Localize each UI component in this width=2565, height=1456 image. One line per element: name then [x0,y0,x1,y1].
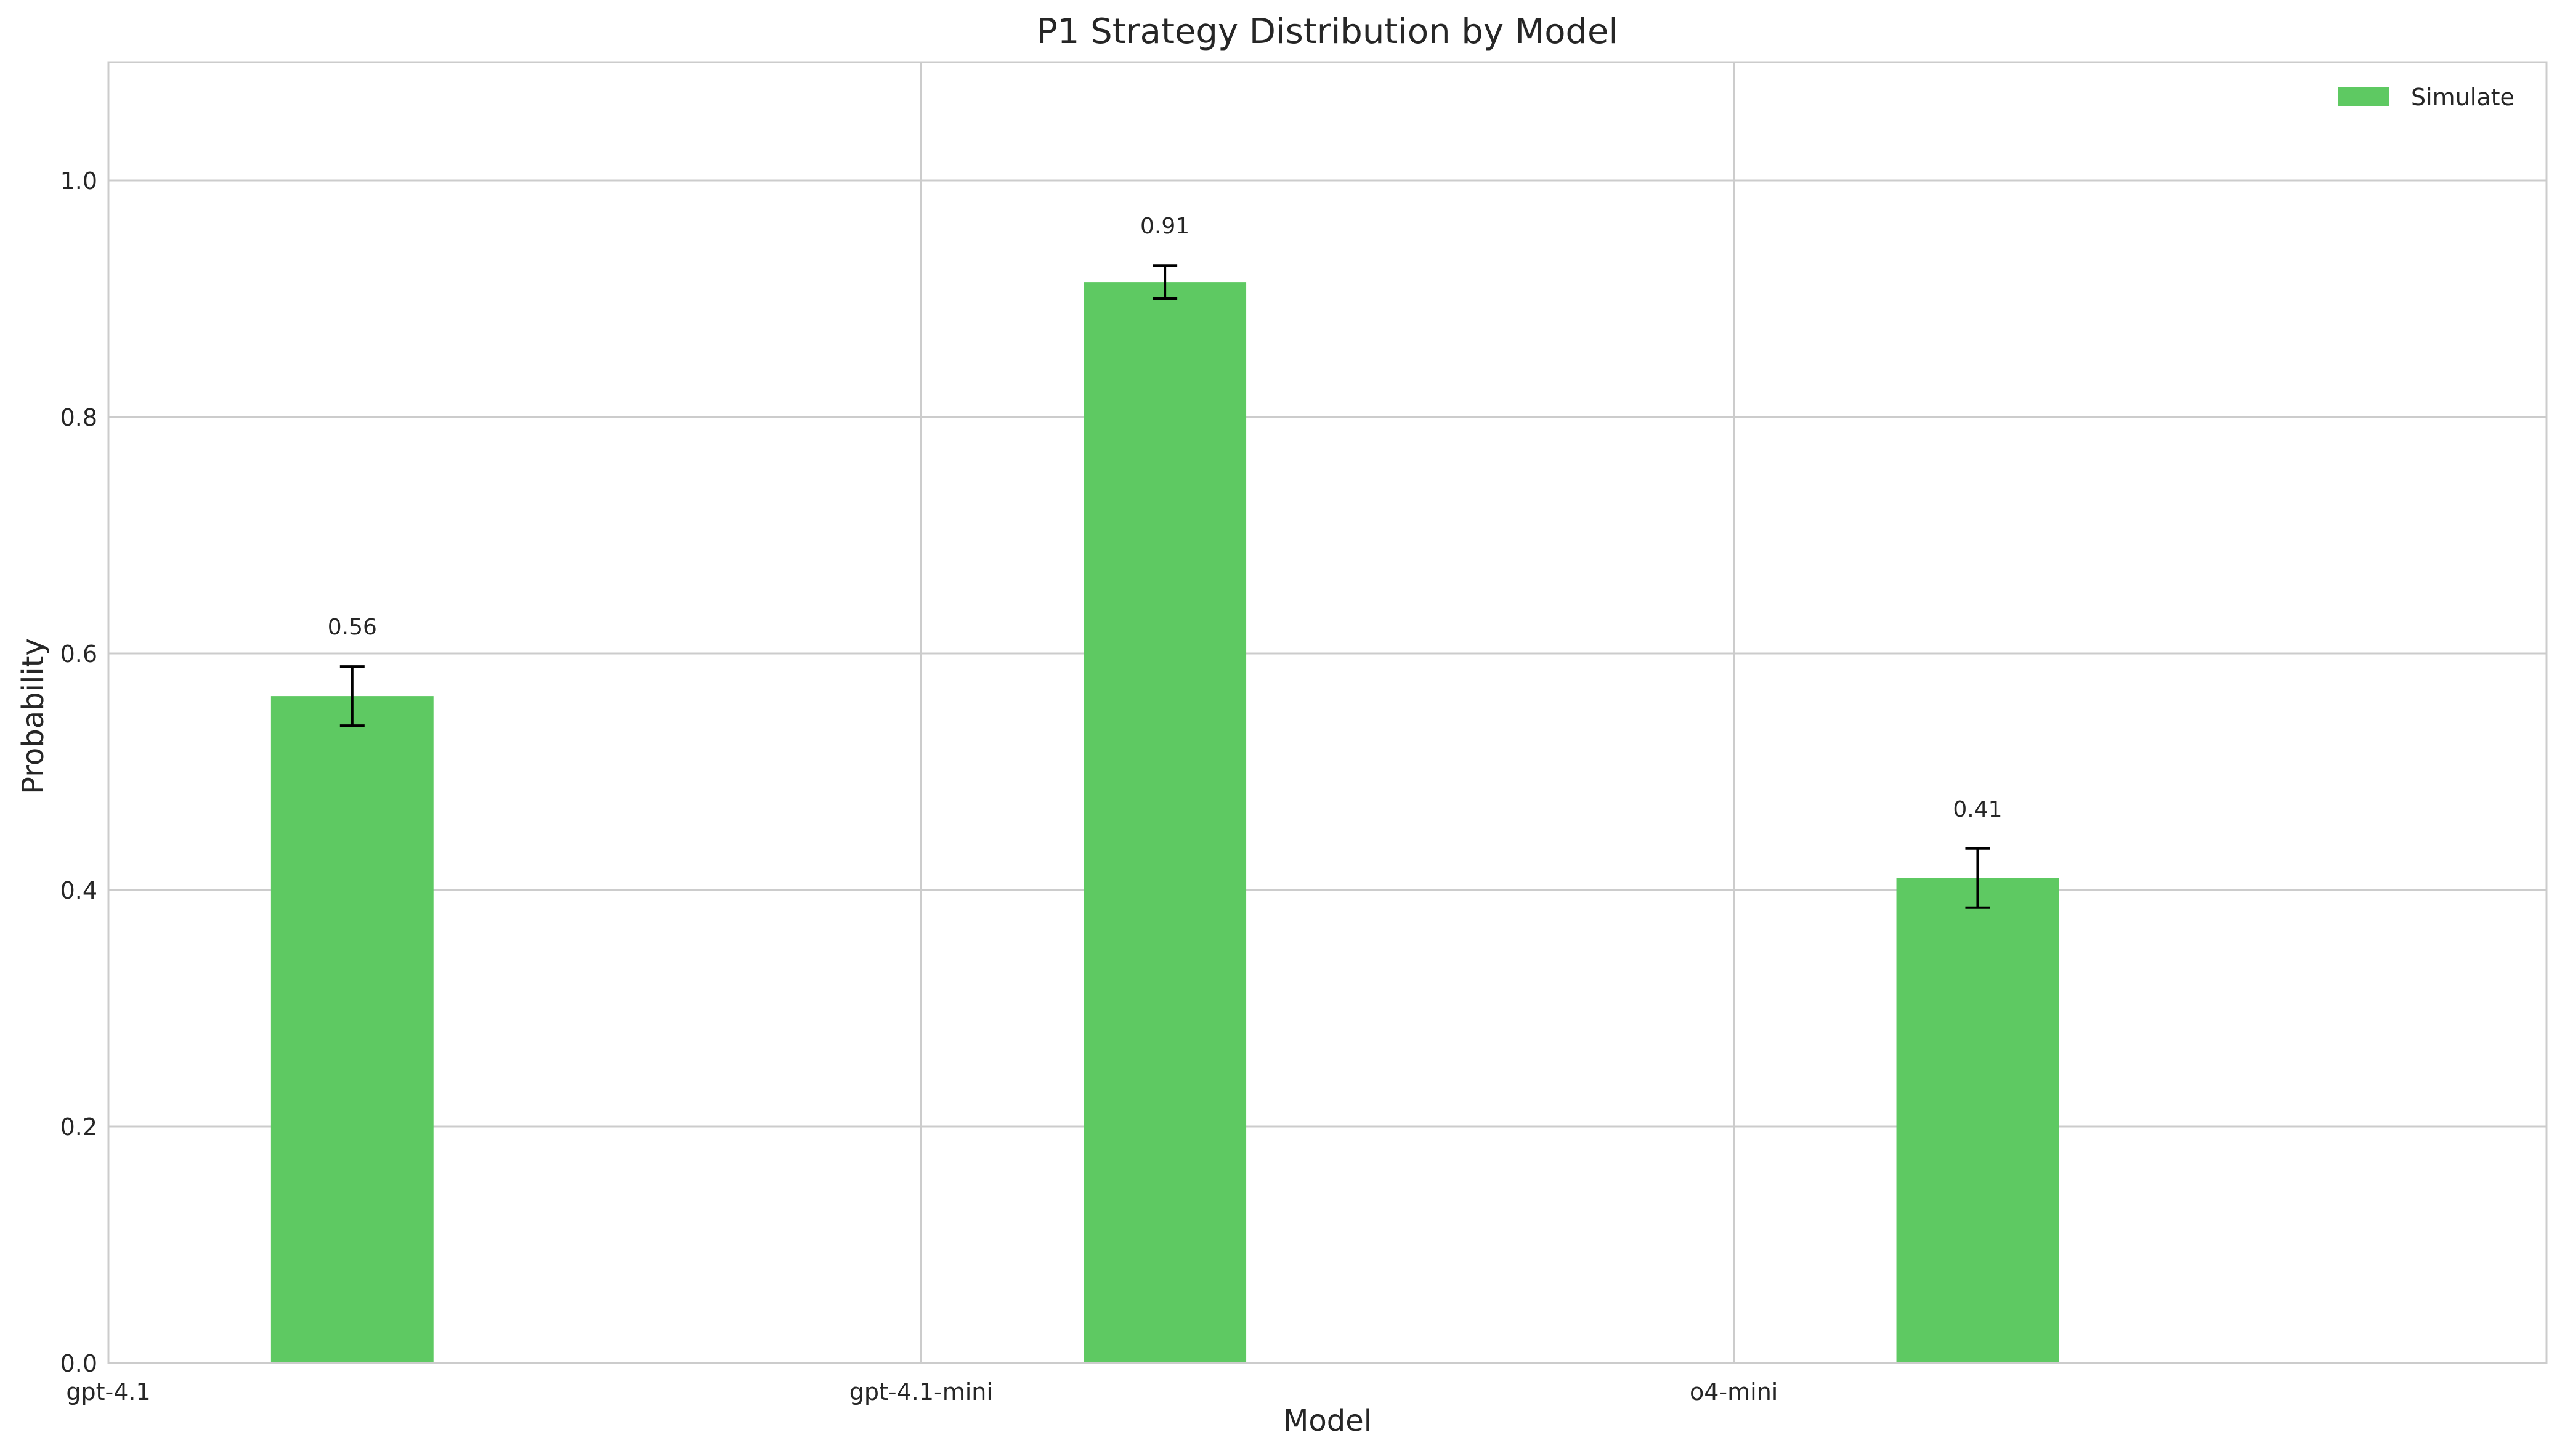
x-tick-label: gpt-4.1-mini [849,1378,993,1405]
bars [270,282,2059,1363]
error-bar [1965,847,1990,909]
data-labels: 0.56 0.91 0.41 [328,214,2003,822]
error-bar [1153,264,1178,300]
bar [1084,282,1247,1363]
y-axis-label: Probability [16,638,51,795]
legend: Simulate [2338,84,2514,111]
bar [1896,878,2059,1363]
data-label: 0.91 [1140,214,1189,239]
x-tick-label: gpt-4.1 [66,1378,150,1405]
plot-frame [107,61,2548,1364]
bar [270,696,434,1363]
axis-ticks: 0.0 0.2 0.4 0.6 0.8 1.0 gpt-4.1 gpt-4.1-mini o4-… [60,168,1778,1405]
x-tick-label: o4-mini [1690,1378,1778,1405]
x-axis-label: Model [1283,1404,1372,1438]
error-bars [339,264,1990,909]
legend-label: Simulate [2411,84,2514,111]
y-tick-label: 0.4 [60,877,97,904]
y-tick-label: 0.6 [60,641,97,668]
y-tick-label: 0.2 [60,1114,97,1141]
data-label: 0.41 [1953,797,2002,822]
y-tick-label: 0.8 [60,404,97,431]
y-tick-label: 0.0 [60,1350,97,1377]
data-label: 0.56 [328,615,377,640]
legend-swatch [2338,87,2389,106]
chart-title: P1 Strategy Distribution by Model [1037,12,1618,52]
error-bar [339,665,365,727]
y-tick-label: 1.0 [60,168,97,195]
